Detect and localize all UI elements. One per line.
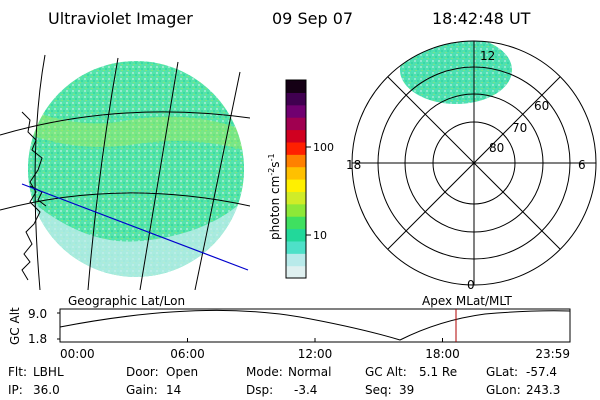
colorbar-band [286, 191, 306, 205]
colorbar-band [286, 166, 306, 180]
orbit-xtick-label: 12:00 [298, 347, 333, 361]
orbit-xtick-label: 23:59 [535, 347, 570, 361]
colorbar-band [286, 154, 306, 168]
colorbar-band [286, 92, 306, 106]
lat-label-60: 60 [534, 99, 549, 113]
orbit-ytick-bottom: 1.8 [28, 332, 47, 346]
mlt-label-6: 6 [578, 158, 586, 172]
geographic-panel [0, 54, 250, 290]
flt-label: Flt: [8, 365, 27, 379]
glon-value: 243.3 [526, 383, 560, 397]
colorbar-band [286, 228, 306, 242]
gcalt-label: GC Alt: [365, 365, 407, 379]
instrument-title: Ultraviolet Imager [48, 9, 193, 28]
orbit-ylabel: GC Alt [8, 307, 22, 345]
lat-label-80: 80 [489, 141, 504, 155]
orbit-ytick-top: 9.0 [28, 307, 47, 321]
glat-value: -57.4 [526, 365, 557, 379]
colorbar: 100 10 photon cm-2s-1 [267, 79, 334, 279]
time-label: 18:42:48 UT [432, 9, 531, 28]
door-value: Open [166, 365, 198, 379]
date-label: 09 Sep 07 [272, 9, 353, 28]
terminator-line [21, 183, 249, 271]
colorbar-band [286, 265, 306, 279]
polar-plot: 12 18 6 0 60 70 80 [346, 40, 597, 292]
colorbar-band [286, 203, 306, 217]
gcalt-value: 5.1 Re [419, 365, 457, 379]
colorbar-band [286, 216, 306, 230]
colorbar-band [286, 240, 306, 254]
dsp-label: Dsp: [246, 383, 273, 397]
colorbar-band [286, 129, 306, 143]
colorbar-band [286, 141, 306, 155]
colorbar-band [286, 253, 306, 267]
apex-label: Apex MLat/MLT [422, 294, 512, 308]
orbit-plot: GC Alt 9.0 1.8 00:00 06:00 12:00 18:00 23:59 [8, 307, 571, 361]
gain-value: 14 [166, 383, 181, 397]
lat-label-70: 70 [512, 121, 527, 135]
mode-value: Normal [288, 365, 331, 379]
colorbar-band [286, 80, 306, 93]
glon-label: GLon: [486, 383, 521, 397]
colorbar-band [286, 104, 306, 118]
colorbar-tick-100: 100 [313, 141, 334, 154]
mlt-label-0: 0 [467, 278, 475, 292]
orbit-xtick-label: 00:00 [60, 347, 95, 361]
status-grid: Flt: LBHL IP: 36.0 Door: Open Gain: 14 M… [8, 365, 560, 397]
mlt-label-12: 12 [480, 49, 495, 63]
ip-label: IP: [8, 383, 23, 397]
dsp-value: -3.4 [294, 383, 317, 397]
geo-label: Geographic Lat/Lon [68, 294, 185, 308]
colorbar-band [286, 179, 306, 192]
glat-label: GLat: [486, 365, 518, 379]
orbit-xtick-label: 18:00 [425, 347, 460, 361]
colorbar-tick-10: 10 [313, 229, 327, 242]
coastline [21, 111, 43, 281]
orbit-xtick-label: 06:00 [170, 347, 205, 361]
mode-label: Mode: [246, 365, 283, 379]
seq-label: Seq: [365, 383, 392, 397]
colorbar-units: photon cm-2s-1 [267, 153, 282, 240]
seq-value: 39 [399, 383, 414, 397]
door-label: Door: [126, 365, 159, 379]
orbit-curve [59, 309, 571, 341]
flt-value: LBHL [33, 365, 64, 379]
colorbar-band [286, 117, 306, 131]
mlt-label-18: 18 [346, 158, 361, 172]
ip-value: 36.0 [33, 383, 60, 397]
gain-label: Gain: [126, 383, 158, 397]
